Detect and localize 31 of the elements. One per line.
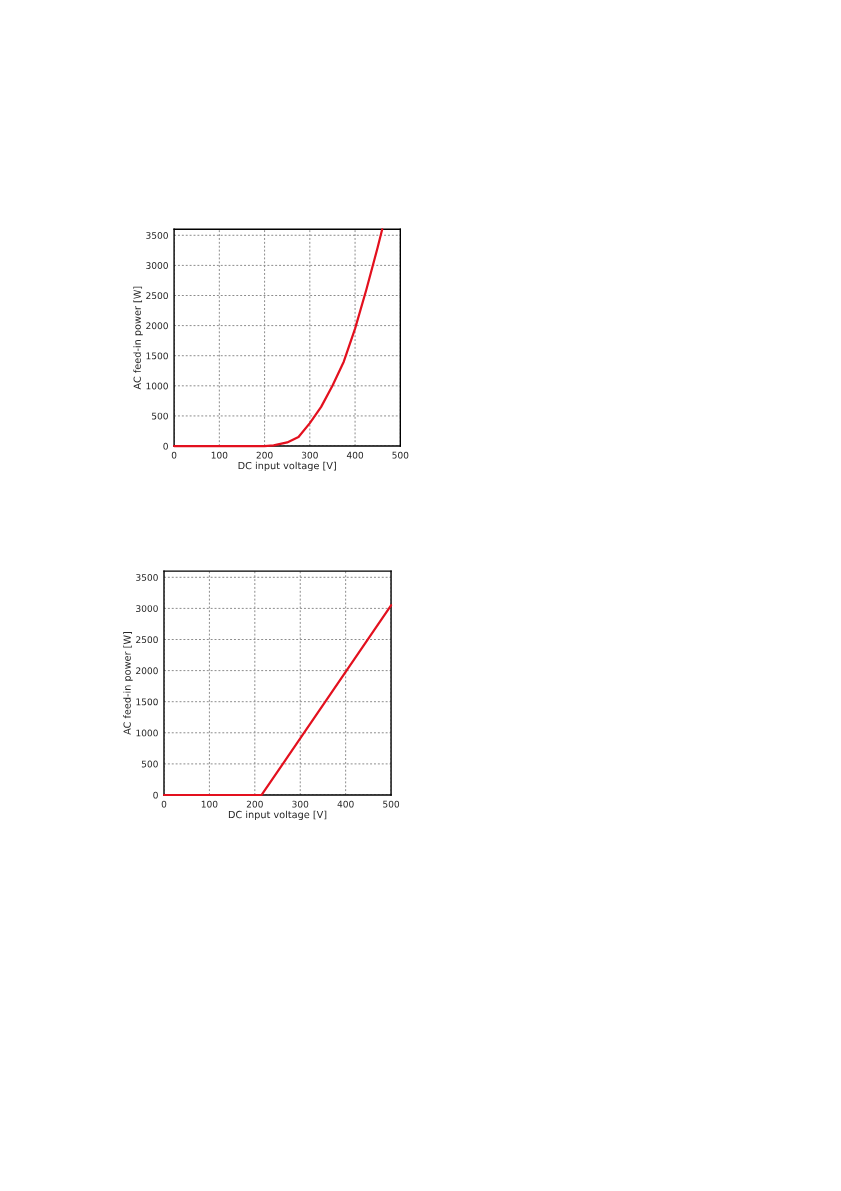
x-axis-title: DC input voltage [V] (238, 461, 336, 472)
x-axis-title: DC input voltage [V] (228, 810, 327, 821)
x-tick-label: 500 (383, 800, 400, 808)
y-tick-label: 0 (153, 791, 158, 799)
x-tick-label: 100 (201, 800, 218, 808)
y-tick-label: 1500 (136, 698, 158, 706)
y-tick-label: 2500 (146, 292, 168, 300)
y-tick-label: 500 (141, 760, 158, 768)
y-tick-label: 500 (152, 412, 168, 420)
y-tick-label: 3000 (146, 262, 168, 269)
y-tick-label: 3500 (146, 232, 168, 239)
y-axis-title: AC feed-in power [W] (133, 286, 143, 390)
y-tick-label: 3000 (136, 605, 158, 612)
x-tick-label: 200 (256, 451, 273, 459)
y-tick-label: 1500 (146, 352, 168, 360)
y-axis-title: AC feed-in power [W] (123, 632, 133, 735)
x-tick-label: 400 (346, 451, 364, 459)
x-tick-label: 300 (292, 800, 309, 808)
y-tick-label: 1000 (146, 382, 168, 390)
x-tick-label: 400 (337, 800, 354, 808)
x-tick-label: 500 (392, 451, 409, 459)
x-tick-label: 200 (246, 800, 263, 808)
y-tick-label: 2500 (136, 636, 158, 644)
x-tick-label: 0 (171, 451, 177, 459)
y-tick-label: 1000 (136, 729, 158, 737)
x-tick-label: 300 (301, 451, 318, 459)
y-tick-label: 2000 (136, 667, 158, 675)
x-tick-label: 100 (211, 451, 228, 459)
y-tick-label: 0 (163, 442, 168, 450)
y-tick-label: 2000 (146, 322, 168, 330)
y-tick-label: 3500 (136, 574, 158, 581)
